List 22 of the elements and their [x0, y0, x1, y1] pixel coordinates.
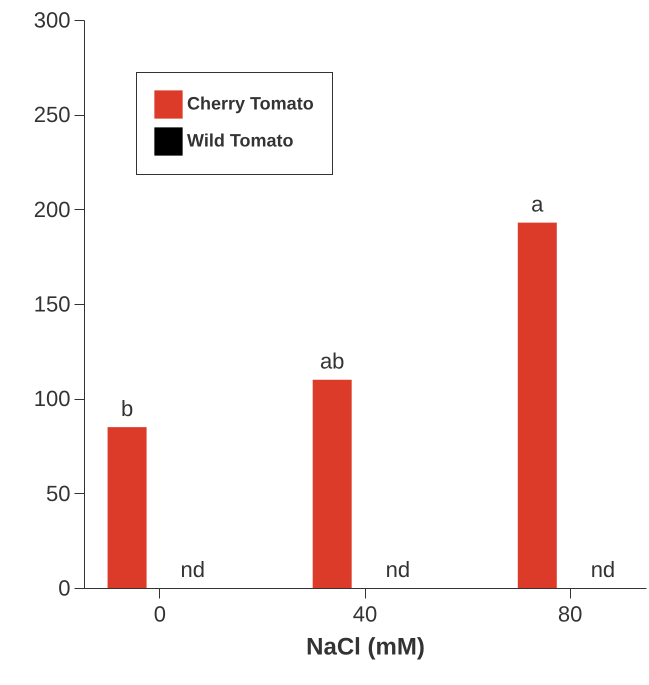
- annotation: a: [531, 192, 544, 217]
- annotation: b: [120, 396, 134, 422]
- x-tick-label: 40: [352, 602, 378, 626]
- y-tick-label: 50: [46, 480, 70, 506]
- legend-label: Cherry Tomato: [187, 94, 314, 114]
- x-tick-label: 0: [154, 602, 166, 626]
- bar: [312, 380, 352, 588]
- annotation: ab: [320, 348, 344, 374]
- legend-label: Wild Tomato: [187, 130, 294, 150]
- y-tick-label: 250: [34, 102, 70, 128]
- annotation: nd: [180, 557, 205, 582]
- bar: [108, 427, 147, 588]
- y-tick-label: 300: [34, 8, 70, 32]
- x-axis-title: NaCl (mM): [306, 634, 425, 660]
- x-tick-label: 80: [558, 602, 582, 626]
- y-tick-label: 200: [34, 196, 70, 222]
- y-tick-label: 100: [34, 386, 70, 412]
- annotation: nd: [386, 557, 410, 582]
- annotation: nd: [590, 557, 616, 582]
- bar: [518, 222, 557, 588]
- y-tick-label: 0: [58, 576, 70, 600]
- y-tick-label: 150: [34, 292, 70, 316]
